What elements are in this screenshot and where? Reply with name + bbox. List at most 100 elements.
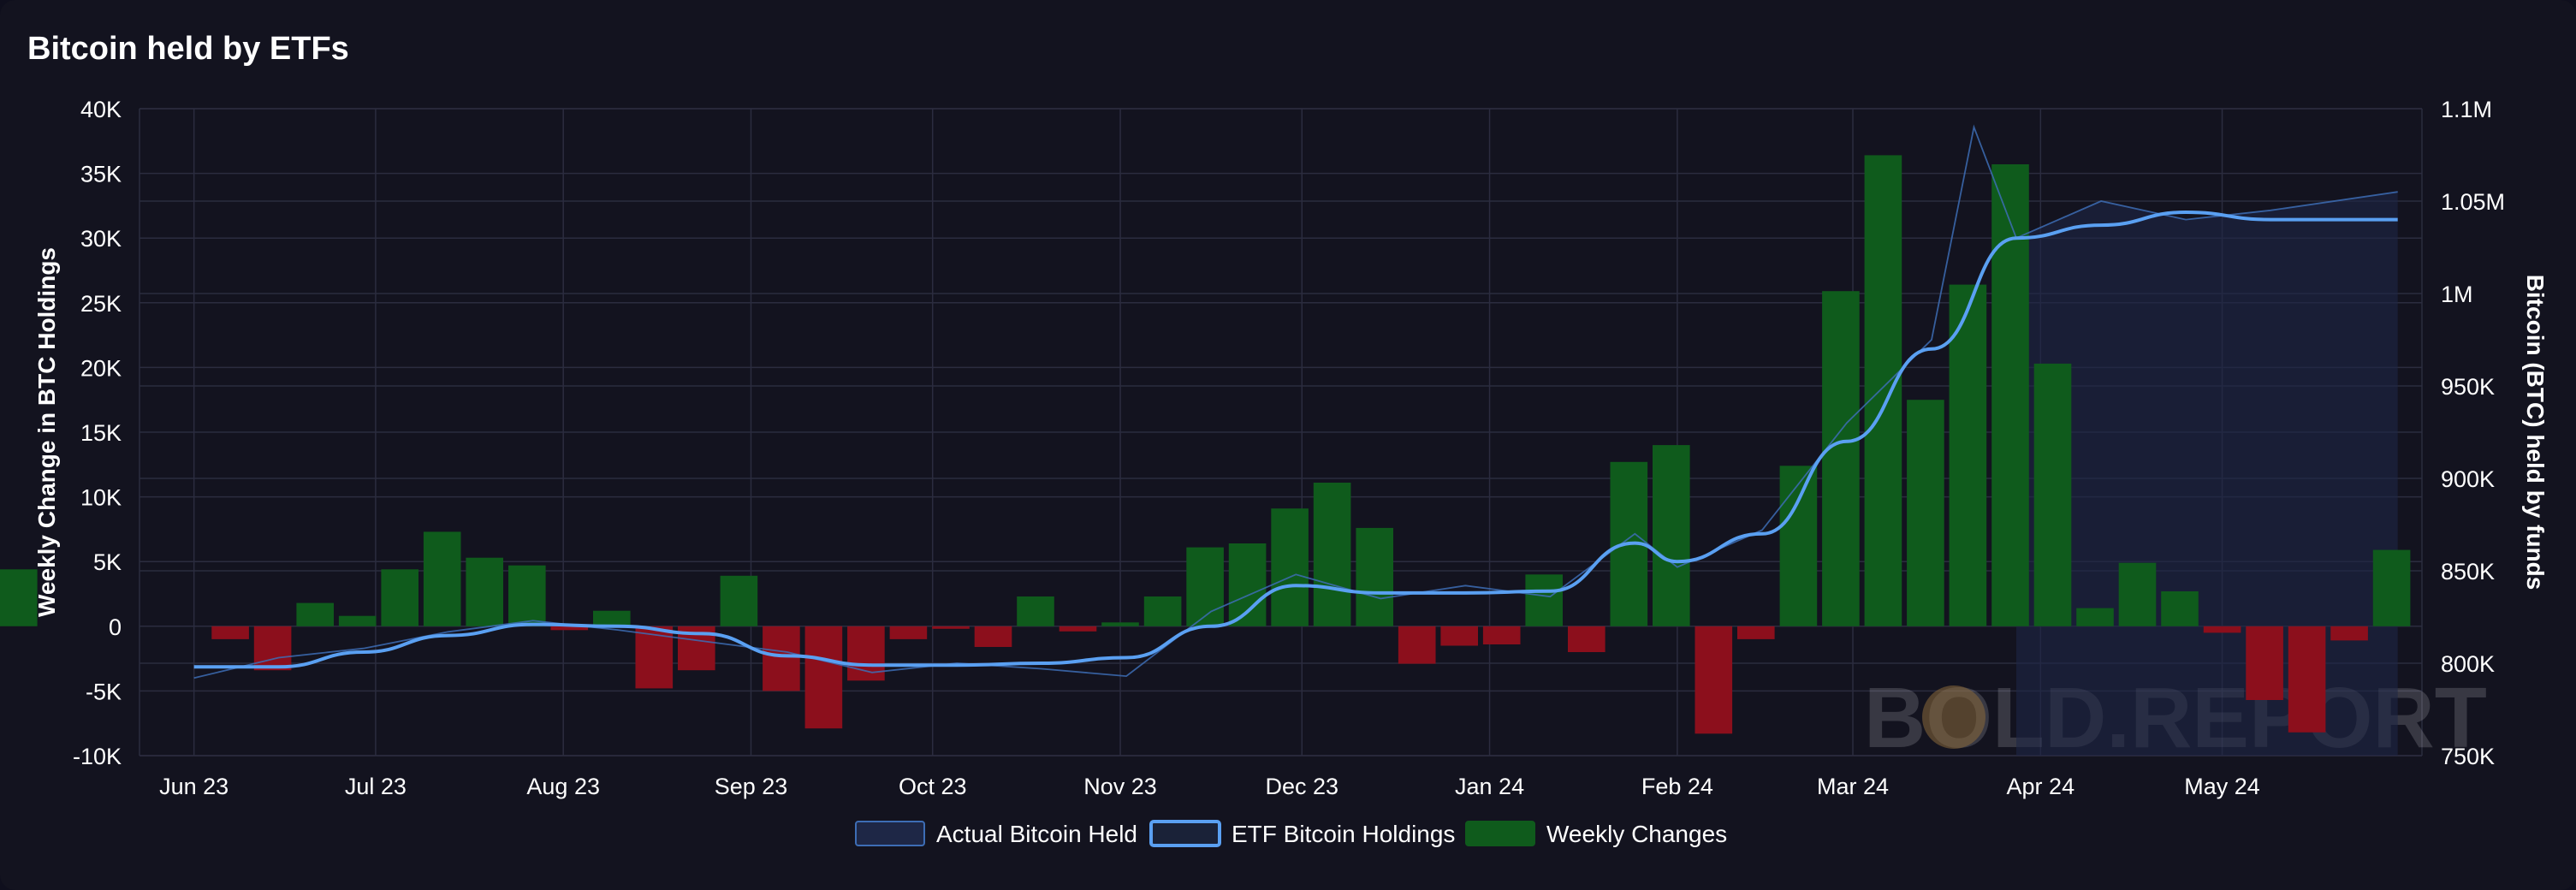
right-tick-label: 1.05M — [2441, 189, 2505, 215]
x-tick-label: Mar 24 — [1817, 774, 1889, 799]
right-tick-label: 750K — [2441, 744, 2495, 769]
weekly-change-bar — [720, 575, 758, 626]
x-tick-label: Jan 24 — [1455, 774, 1524, 799]
right-tick-label: 950K — [2441, 374, 2495, 400]
weekly-change-bar — [1695, 626, 1733, 734]
left-tick-label: 15K — [80, 420, 122, 446]
right-axis-title: Bitcoin (BTC) held by funds — [2522, 275, 2549, 590]
weekly-change-bar — [1440, 626, 1478, 646]
weekly-change-bar — [1313, 483, 1351, 626]
left-tick-label: 5K — [93, 549, 122, 575]
weekly-change-bar — [1228, 543, 1267, 626]
weekly-change-bar — [423, 531, 461, 626]
weekly-change-bar — [2076, 608, 2114, 626]
x-tick-label: Sep 23 — [715, 774, 788, 799]
x-tick-label: Nov 23 — [1083, 774, 1157, 799]
x-tick-label: Jul 23 — [345, 774, 407, 799]
left-tick-label: 0 — [109, 614, 122, 640]
weekly-change-bar — [1779, 466, 1818, 626]
weekly-change-bar — [1398, 626, 1436, 664]
left-tick-label: 30K — [80, 226, 122, 252]
weekly-change-bar — [1991, 164, 2029, 626]
axes: 40K 35K 30K 25K 20K 15K 10K 5K 0 -5K -10K 1.1M 1.05M… — [33, 97, 2549, 799]
legend-item[interactable]: Actual Bitcoin Held — [855, 821, 1137, 847]
right-tick-label: 800K — [2441, 651, 2495, 677]
weekly-change-bar — [932, 626, 970, 629]
weekly-change-bar — [593, 610, 631, 626]
legend-item[interactable]: Weekly Changes — [1465, 821, 1727, 847]
weekly-change-bar — [1525, 574, 1563, 626]
left-tick-label: -5K — [86, 679, 122, 704]
weekly-change-bar — [635, 626, 674, 689]
weekly-change-bar — [2161, 591, 2199, 626]
weekly-change-bar — [763, 626, 800, 691]
weekly-change-bar — [1271, 508, 1309, 626]
weekly-change-bar — [1653, 445, 1690, 626]
weekly-change-bar — [0, 569, 38, 626]
weekly-change-bar — [2033, 363, 2072, 626]
weekly-change-bar — [1737, 626, 1775, 639]
weekly-change-bar — [1186, 547, 1224, 626]
weekly-change-bar — [2330, 626, 2368, 641]
x-tick-label: Oct 23 — [899, 774, 967, 799]
bitcoin-coin-icon — [1922, 685, 1985, 749]
weekly-change-bar — [889, 626, 928, 639]
weekly-change-bar — [508, 565, 546, 626]
left-tick-label: 40K — [80, 97, 122, 122]
legend-swatch — [1149, 820, 1221, 847]
legend-label: Weekly Changes — [1546, 821, 1727, 847]
left-tick-label: 20K — [80, 355, 122, 381]
x-tick-label: Feb 24 — [1641, 774, 1713, 799]
weekly-change-bar — [1822, 291, 1860, 626]
weekly-change-bar — [2203, 626, 2241, 633]
left-tick-label: 25K — [80, 291, 122, 317]
left-tick-label: 10K — [80, 485, 122, 511]
weekly-change-bar — [550, 626, 589, 631]
legend-swatch — [855, 821, 925, 846]
x-tick-label: Dec 23 — [1265, 774, 1338, 799]
weekly-change-bar — [1907, 400, 1944, 626]
weekly-change-bar — [381, 569, 418, 626]
x-tick-label: Apr 24 — [2007, 774, 2075, 799]
right-tick-label: 1.1M — [2441, 97, 2492, 122]
actual-held-fill — [2016, 192, 2398, 756]
weekly-change-bar — [2288, 626, 2326, 733]
chart-title: Bitcoin held by ETFs — [27, 31, 349, 67]
legend[interactable]: Actual Bitcoin Held ETF Bitcoin Holdings W… — [855, 820, 1727, 847]
right-tick-label: 1M — [2441, 282, 2473, 307]
legend-label: ETF Bitcoin Holdings — [1232, 821, 1455, 847]
weekly-change-bar — [2372, 549, 2411, 626]
x-tick-label: May 24 — [2184, 774, 2260, 799]
left-tick-label: 35K — [80, 162, 122, 187]
actual-held-area — [2016, 192, 2398, 756]
weekly-change-bar — [1568, 626, 1606, 652]
weekly-change-bar — [1949, 284, 1987, 626]
weekly-change-bar — [466, 557, 503, 626]
etf-holdings-line — [193, 210, 2398, 669]
left-tick-label: -10K — [73, 744, 122, 769]
legend-item[interactable]: ETF Bitcoin Holdings — [1149, 820, 1455, 847]
weekly-change-bars — [0, 155, 2411, 734]
weekly-change-bar — [1356, 527, 1393, 626]
weekly-change-bar — [211, 626, 249, 639]
weekly-change-bar — [804, 626, 843, 729]
legend-swatch — [1465, 821, 1535, 846]
holdings-lines — [193, 124, 2398, 679]
weekly-change-bar — [338, 615, 377, 626]
weekly-change-bar — [1864, 155, 1902, 626]
weekly-change-bar — [2246, 626, 2283, 700]
x-tick-label: Jun 23 — [159, 774, 229, 799]
weekly-change-bar — [1482, 626, 1521, 644]
weekly-change-bar — [1143, 596, 1182, 626]
weekly-change-bar — [2118, 562, 2157, 626]
weekly-change-bar — [253, 626, 292, 671]
legend-label: Actual Bitcoin Held — [936, 821, 1137, 847]
left-axis-title: Weekly Change in BTC Holdings — [33, 247, 60, 617]
weekly-change-bar — [1059, 626, 1097, 632]
weekly-change-bar — [1101, 622, 1139, 626]
weekly-change-bar — [1017, 596, 1054, 626]
x-tick-label: Aug 23 — [526, 774, 600, 799]
weekly-change-bar — [296, 602, 334, 626]
